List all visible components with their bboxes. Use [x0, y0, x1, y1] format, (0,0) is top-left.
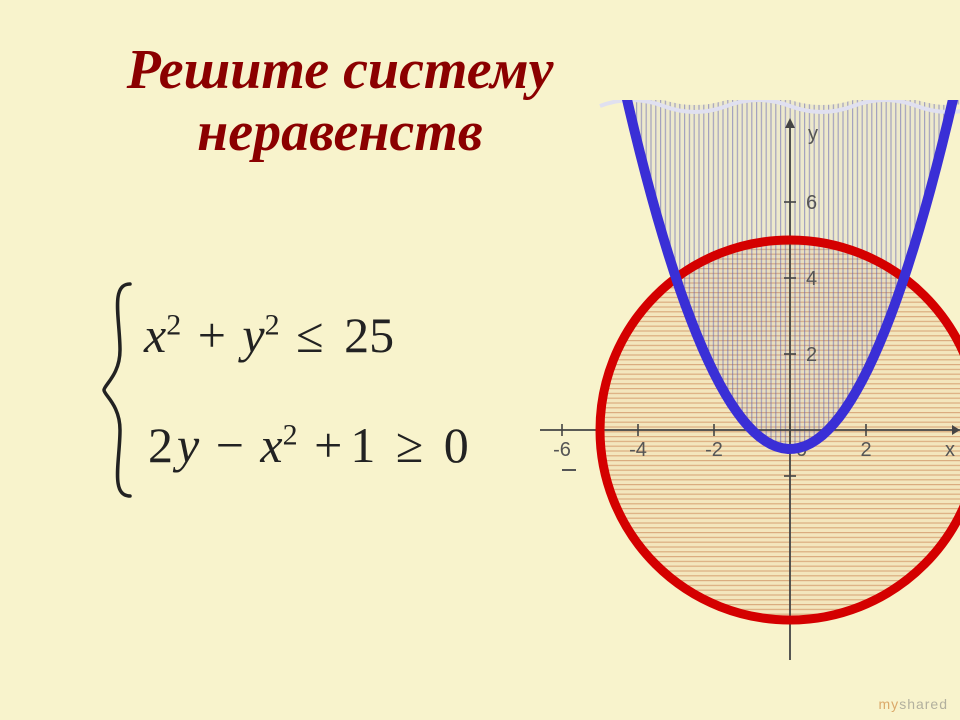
equation-2: 2y − x2 +1 ≥ 0: [144, 416, 473, 474]
eq1-plus: +: [194, 307, 230, 363]
svg-text:-4: -4: [629, 439, 647, 461]
chart-area: -6-4-202246yx: [540, 100, 960, 660]
eq1-y-exp: 2: [265, 308, 280, 341]
watermark-my: my: [879, 696, 900, 712]
equations: x2 + y2 ≤ 25 2y − x2 +1 ≥ 0: [144, 280, 473, 500]
eq2-minus: −: [212, 417, 248, 473]
eq1-rhs: 25: [340, 307, 398, 363]
svg-text:x: x: [945, 439, 955, 461]
svg-text:-6: -6: [553, 439, 571, 461]
eq1-y: y: [242, 307, 264, 363]
eq1-x-exp: 2: [166, 308, 181, 341]
watermark-shared: shared: [899, 696, 948, 712]
title-line-1: Решите систему: [127, 39, 554, 101]
svg-text:2: 2: [806, 344, 817, 366]
svg-text:-2: -2: [705, 439, 723, 461]
svg-text:4: 4: [806, 268, 817, 290]
eq2-rel: ≥: [392, 417, 427, 473]
page-title: Решите систему неравенств: [60, 40, 620, 163]
svg-text:y: y: [808, 123, 818, 145]
eq2-y: y: [177, 417, 199, 473]
svg-text:6: 6: [806, 192, 817, 214]
eq2-1: 1: [346, 417, 379, 473]
watermark: myshared: [879, 696, 948, 712]
eq2-rhs: 0: [440, 417, 473, 473]
eq2-plus: +: [310, 417, 346, 473]
title-line-2: неравенств: [197, 101, 483, 163]
eq1-x: x: [144, 307, 166, 363]
eq2-x: x: [260, 417, 282, 473]
eq2-x-exp: 2: [283, 418, 298, 451]
chart-svg: -6-4-202246yx: [540, 100, 960, 660]
equation-system: x2 + y2 ≤ 25 2y − x2 +1 ≥ 0: [100, 280, 473, 500]
left-brace: [100, 280, 134, 500]
svg-text:2: 2: [860, 439, 871, 461]
equation-1: x2 + y2 ≤ 25: [144, 306, 473, 364]
eq2-2: 2: [144, 417, 177, 473]
eq1-rel: ≤: [292, 307, 327, 363]
